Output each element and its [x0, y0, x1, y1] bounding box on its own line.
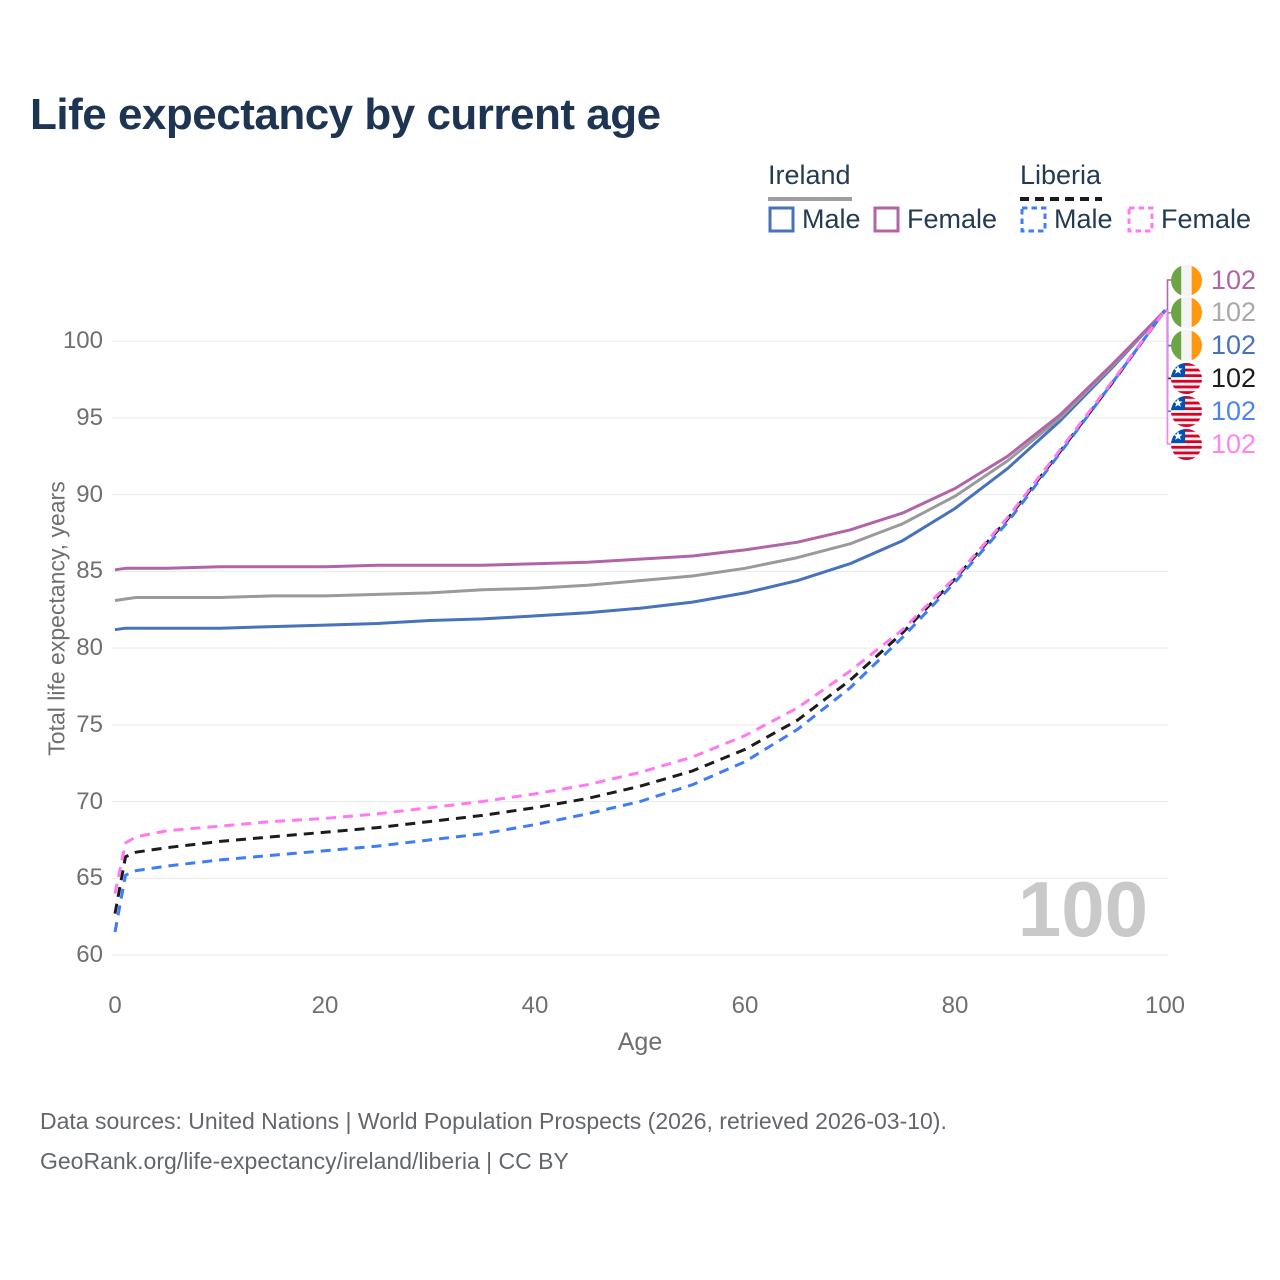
series-line-ireland-male [114, 309, 1167, 632]
x-axis-title: Age [617, 1028, 663, 1056]
x-tick-label: 0 [108, 992, 122, 1019]
legend-item-ireland-male[interactable]: Male [768, 204, 861, 235]
legend-item-label: Female [907, 204, 998, 234]
legend-item-liberia-female[interactable]: Female [1127, 204, 1251, 235]
y-tick-label: 65 [76, 864, 103, 892]
end-label-row: 102 [1171, 362, 1256, 394]
liberia-flag-icon [1171, 428, 1202, 460]
legend-item-liberia-male[interactable]: Male [1020, 204, 1113, 235]
legend-item-label: Male [1054, 204, 1113, 234]
x-tick-label: 80 [941, 992, 969, 1019]
x-tick-label: 100 [1144, 992, 1186, 1019]
y-tick-label: 75 [76, 710, 103, 738]
end-label-value: 102 [1211, 330, 1257, 361]
x-tick-label: 60 [731, 992, 759, 1019]
liberia-male-swatch-icon [1020, 206, 1047, 233]
ireland-male-swatch-icon [768, 206, 795, 233]
legend-group-ireland[interactable]: Ireland [768, 160, 851, 190]
legend-item-ireland-female[interactable]: Female [873, 204, 997, 235]
series-line-liberia [113, 309, 1167, 914]
y-axis-title: Total life expectancy, years [43, 481, 70, 756]
series-line-liberia-male [113, 309, 1167, 933]
legend-item-label: Female [1161, 204, 1252, 234]
end-label-row: 102 [1171, 428, 1256, 460]
x-tick-label: 40 [521, 992, 549, 1019]
y-tick-label: 85 [76, 557, 103, 585]
end-label-row: 102 [1171, 395, 1256, 427]
ireland-flag-icon [1171, 264, 1202, 296]
end-label-value: 102 [1211, 428, 1257, 459]
end-label-value: 102 [1211, 362, 1257, 393]
liberia-dashed-line-swatch [1020, 197, 1102, 201]
legend-group-liberia[interactable]: Liberia [1020, 160, 1102, 190]
end-label-row: 102 [1171, 264, 1256, 296]
end-label-value: 102 [1211, 264, 1257, 295]
y-tick-label: 100 [62, 327, 103, 355]
end-label-row: 102 [1171, 297, 1256, 329]
ireland-flag-icon [1171, 297, 1202, 329]
y-tick-label: 95 [76, 403, 103, 431]
age-counter-watermark: 100 [1017, 865, 1148, 953]
data-source-text: Data sources: United Nations | World Pop… [40, 1108, 947, 1134]
liberia-female-swatch-icon [1127, 206, 1154, 233]
end-label-value: 102 [1211, 297, 1257, 328]
ireland-flag-icon [1171, 330, 1202, 362]
legend-item-label: Male [802, 204, 861, 234]
series-line-ireland-female [114, 309, 1167, 572]
series-line-liberia-female [113, 309, 1167, 894]
liberia-flag-icon [1171, 395, 1202, 427]
attribution-text: GeoRank.org/life-expectancy/ireland/libe… [40, 1148, 569, 1174]
page-title: Life expectancy by current age [30, 90, 661, 139]
series-line-ireland [114, 309, 1167, 602]
y-tick-label: 60 [76, 941, 103, 968]
y-tick-label: 90 [76, 480, 103, 508]
end-label-row: 102 [1171, 330, 1256, 362]
y-tick-label: 80 [76, 634, 103, 662]
y-tick-label: 70 [76, 787, 103, 815]
end-label-value: 102 [1211, 395, 1257, 426]
ireland-solid-line-swatch [768, 197, 852, 201]
x-tick-label: 20 [311, 992, 339, 1019]
liberia-flag-icon [1171, 362, 1202, 394]
ireland-female-swatch-icon [873, 206, 900, 233]
